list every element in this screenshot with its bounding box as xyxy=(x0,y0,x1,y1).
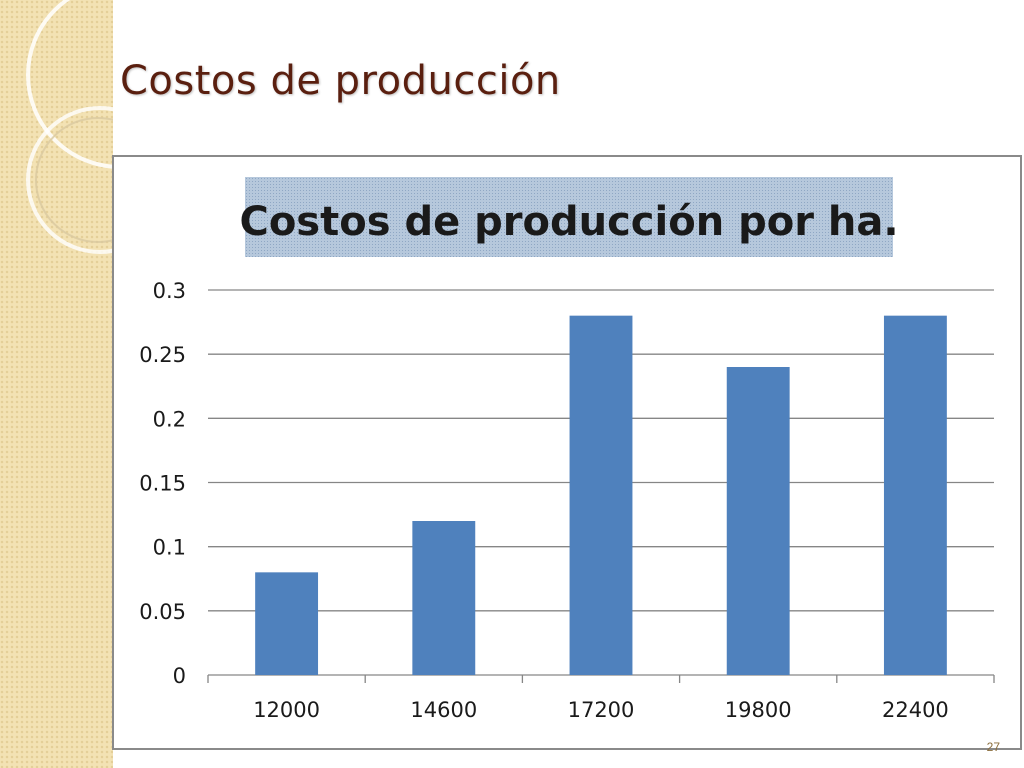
y-tick-label: 0.15 xyxy=(139,472,186,496)
slide-title: Costos de producción xyxy=(120,58,561,104)
x-tick-label: 12000 xyxy=(253,698,320,722)
y-tick-label: 0.05 xyxy=(139,600,186,624)
chart-frame: Costos de producción por ha. 0 0.05 0.1 0.1… xyxy=(112,155,1022,750)
bar-19800 xyxy=(726,367,790,675)
bar-22400 xyxy=(883,315,947,675)
y-tick-label: 0.2 xyxy=(153,407,186,431)
y-tick-label: 0 xyxy=(173,664,186,688)
chart-bars xyxy=(255,315,947,675)
slide-number: 27 xyxy=(986,740,1000,754)
x-tick-label: 22400 xyxy=(882,698,949,722)
decorative-circles xyxy=(26,0,113,254)
bar-chart: Costos de producción por ha. 0 0.05 0.1 0.1… xyxy=(139,177,995,722)
y-axis-tick-labels: 0 0.05 0.1 0.15 0.2 0.25 0.3 xyxy=(139,279,186,688)
decorative-left-strip xyxy=(0,0,113,768)
x-axis-tick-labels: 12000 14600 17200 19800 22400 xyxy=(253,698,949,722)
bar-17200 xyxy=(569,315,633,675)
y-tick-label: 0.25 xyxy=(139,343,186,367)
y-tick-label: 0.1 xyxy=(153,536,186,560)
x-tick-label: 14600 xyxy=(410,698,477,722)
chart-title-background xyxy=(245,177,893,257)
chart-gridlines xyxy=(207,289,995,683)
x-tick-label: 19800 xyxy=(725,698,792,722)
bar-14600 xyxy=(412,521,476,675)
x-tick-label: 17200 xyxy=(568,698,635,722)
chart-title: Costos de producción por ha. xyxy=(239,199,898,245)
bar-12000 xyxy=(255,572,319,675)
y-tick-label: 0.3 xyxy=(153,279,186,303)
